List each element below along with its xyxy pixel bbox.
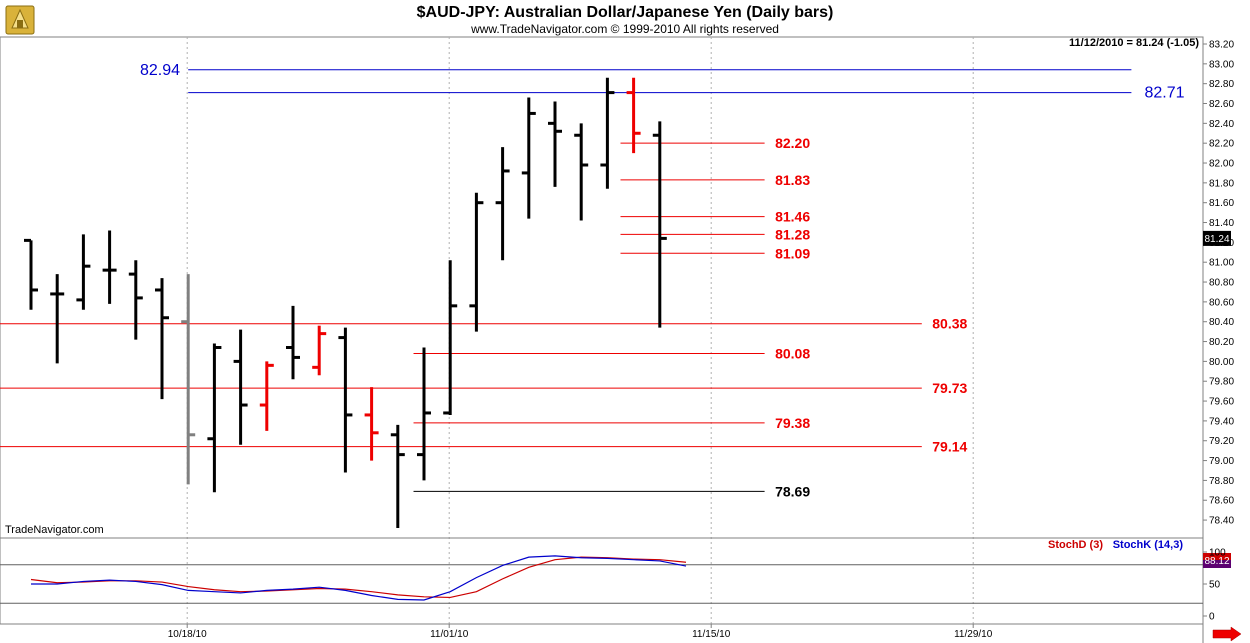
chart-title: $AUD-JPY: Australian Dollar/Japanese Yen…: [417, 4, 834, 21]
last-quote-label: 11/12/2010 = 81.24 (-1.05): [1069, 37, 1199, 49]
ohlc-bar: [390, 424, 405, 529]
y-tick-label: 83.00: [1209, 59, 1234, 70]
ohlc-bar: [469, 192, 484, 332]
y-tick-label: 82.80: [1209, 79, 1234, 90]
y-tick-label: 83.20: [1209, 40, 1234, 51]
y-tick-label: 79.80: [1209, 377, 1234, 388]
ohlc-bar: [155, 278, 169, 400]
stoch-d-legend: StochD (3): [1048, 539, 1103, 551]
svg-text:88.12: 88.12: [1204, 556, 1229, 567]
ohlc-bar: [233, 329, 248, 445]
stoch-tick-label: 100: [1209, 548, 1226, 559]
level-label: 81.28: [775, 226, 810, 242]
ohlc-bar: [102, 230, 117, 304]
y-tick-label: 79.00: [1209, 456, 1234, 467]
ohlc-bar: [626, 77, 641, 154]
ohlc-bar: [652, 121, 667, 328]
ohlc-bar: [50, 274, 65, 364]
date-axis: 10/18/10 11/01/10 11/15/10 11/29/10: [168, 624, 993, 640]
ohlc-bar: [364, 387, 379, 461]
y-tick-label: 78.60: [1209, 496, 1234, 507]
ohlc-bar: [443, 260, 458, 415]
level-label: 81.46: [775, 209, 810, 225]
level-label: 80.38: [932, 316, 967, 332]
ohlc-bar: [312, 325, 327, 376]
y-tick-label: 81.80: [1209, 178, 1234, 189]
ohlc-bar: [207, 343, 222, 493]
level-label: 82.71: [1145, 85, 1185, 102]
ohlc-bar: [600, 77, 615, 189]
y-tick-label: 78.40: [1209, 516, 1234, 527]
y-tick-label: 80.00: [1209, 357, 1234, 368]
y-tick-label: 80.20: [1209, 337, 1234, 348]
ohlc-bar: [181, 274, 196, 485]
stoch-last-value-marker: 88.12: [1203, 553, 1231, 568]
ohlc-bar: [286, 305, 300, 380]
ohlc-bar: [548, 101, 562, 187]
level-label: 82.94: [140, 62, 180, 79]
y-tick-label: 79.40: [1209, 416, 1234, 427]
level-label: 81.09: [775, 245, 810, 261]
y-tick-label: 81.40: [1209, 218, 1234, 229]
ohlc-bar: [259, 361, 274, 431]
stoch-tick-label: 50: [1209, 580, 1221, 591]
ohlc-bar: [495, 147, 510, 261]
svg-text:81.24: 81.24: [1204, 234, 1229, 245]
level-label: 82.20: [775, 135, 810, 151]
level-label: 78.69: [775, 483, 810, 499]
level-label: 79.14: [932, 439, 967, 455]
y-tick-label: 79.20: [1209, 436, 1234, 447]
ohlc-bar: [417, 347, 431, 481]
stoch-pane-frame: [0, 537, 1204, 625]
stoch-tick-label: 0: [1209, 612, 1215, 623]
stochastic-lines: [0, 555, 1203, 604]
scroll-right-arrow-icon[interactable]: [1209, 626, 1242, 642]
price-axis: 78.40 78.60 78.80 79.00 79.20 79.40 79.60 79.80…: [1203, 40, 1234, 527]
ohlc-bar: [574, 123, 589, 221]
ohlc-bar: [76, 234, 91, 310]
level-label: 79.38: [775, 415, 810, 431]
y-tick-label: 80.40: [1209, 317, 1234, 328]
y-tick-label: 78.80: [1209, 476, 1234, 487]
logo-icon: [5, 5, 35, 35]
ohlc-bar: [128, 260, 143, 340]
ohlc-bar: [521, 97, 536, 219]
y-tick-label: 82.60: [1209, 99, 1234, 110]
y-tick-label: 82.40: [1209, 119, 1234, 130]
level-label: 79.73: [932, 380, 967, 396]
y-tick-label: 81.00: [1209, 258, 1234, 269]
stoch-series-line: [31, 555, 687, 601]
y-tick-label: 80.60: [1209, 297, 1234, 308]
level-label: 81.83: [775, 172, 810, 188]
y-tick-label: 81.60: [1209, 198, 1234, 209]
x-tick-label: 10/18/10: [168, 629, 207, 640]
stoch-series-line: [30, 556, 687, 599]
level-label: 80.08: [775, 345, 810, 361]
y-tick-label: 82.00: [1209, 159, 1234, 170]
watermark: TradeNavigator.com: [5, 524, 104, 536]
stoch-k-legend: StochK (14,3): [1113, 539, 1184, 551]
ohlc-bars: [24, 77, 667, 529]
ohlc-bar: [24, 238, 38, 310]
x-tick-label: 11/15/10: [692, 629, 731, 640]
x-tick-label: 11/29/10: [954, 629, 993, 640]
stoch-axis: 100 50 0: [1203, 548, 1226, 623]
y-tick-label: 82.20: [1209, 139, 1234, 150]
y-tick-label: 80.80: [1209, 278, 1234, 289]
chart-subtitle: www.TradeNavigator.com © 1999-2010 All r…: [470, 22, 779, 36]
price-pane-frame: [0, 36, 1204, 539]
last-price-marker: 81.24: [1203, 230, 1231, 246]
y-tick-label: 79.60: [1209, 397, 1234, 408]
x-tick-label: 11/01/10: [430, 629, 469, 640]
ohlc-bar: [338, 327, 353, 473]
